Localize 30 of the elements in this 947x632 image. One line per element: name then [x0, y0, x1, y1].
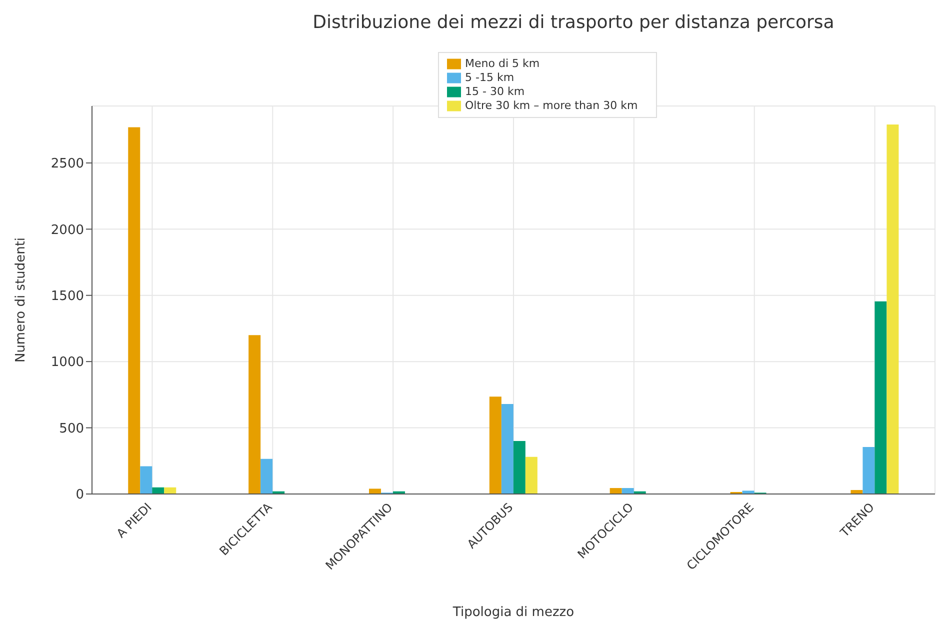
bar	[260, 458, 273, 494]
bar	[128, 127, 140, 494]
bar	[874, 301, 887, 494]
x-axis-title: Tipologia di mezzo	[452, 605, 574, 620]
y-tick-label: 500	[59, 421, 84, 436]
bar	[525, 456, 538, 494]
y-tick-label: 1500	[50, 288, 84, 304]
bar	[513, 441, 526, 494]
bar	[610, 488, 622, 494]
bar	[886, 124, 899, 494]
legend-label: Meno di 5 km	[465, 57, 540, 70]
y-tick-label: 1000	[50, 355, 84, 370]
bar	[140, 466, 152, 494]
bar	[501, 404, 514, 494]
bar	[368, 488, 381, 494]
y-tick-label: 2000	[50, 222, 84, 238]
bar	[248, 335, 261, 494]
y-axis-title: Numero di studenti	[14, 237, 29, 363]
legend-label: Oltre 30 km – more than 30 km	[465, 99, 638, 112]
bar	[622, 488, 634, 494]
bar	[164, 487, 176, 494]
y-tick-label: 2500	[50, 156, 84, 172]
y-tick-label: 0	[76, 488, 84, 503]
bar	[862, 446, 875, 494]
bar	[742, 490, 754, 494]
legend-label: 15 - 30 km	[465, 85, 525, 98]
bar	[489, 396, 502, 494]
legend-label: 5 -15 km	[465, 71, 514, 84]
chart-title: Distribuzione dei mezzi di trasporto per distanza percorsa	[312, 12, 836, 33]
bar	[152, 487, 164, 494]
